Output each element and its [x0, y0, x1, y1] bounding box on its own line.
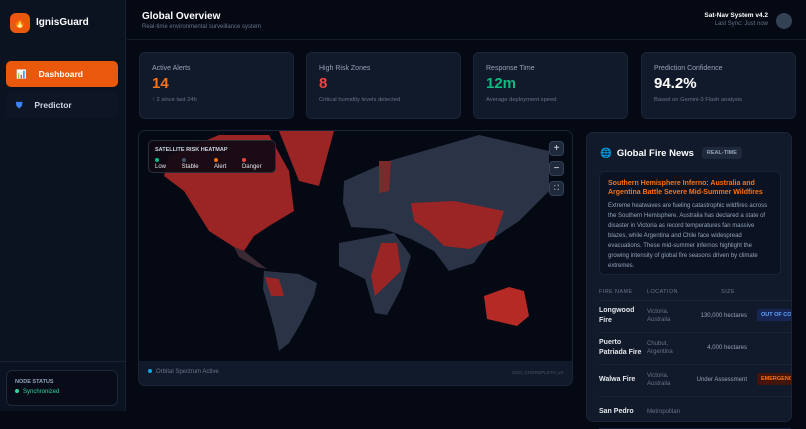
stat-card-prediction-confidence: Prediction Confidence 94.2% Based on Gem… [641, 52, 796, 119]
stat-label: Active Alerts [152, 65, 191, 72]
flame-logo-icon: 🔥 [10, 13, 30, 33]
region-greenland[interactable] [279, 131, 334, 186]
node-status-panel: NODE STATUS Synchronized [6, 370, 118, 406]
news-title: Global Fire News [616, 147, 694, 159]
fire-size: Under Assessment [687, 364, 757, 397]
article-body: Extreme heatwaves are fueling catastroph… [608, 203, 768, 269]
fire-location: Victoria, Australia [647, 300, 687, 333]
region-peru[interactable] [265, 277, 284, 296]
news-panel: 🌐 Global Fire News REAL-TIME Southern He… [586, 132, 792, 429]
fire-size: 4,000 hectares [687, 332, 757, 365]
stat-note: Based on Gemini-3 Flash analysis [654, 97, 742, 103]
divider [0, 361, 126, 362]
system-info: Sat-Nav System v4.2 Last Sync: Just now [704, 12, 768, 27]
stat-note: Average deployment speed [486, 97, 557, 103]
fire-table: FIRE NAME LOCATION SIZE Longwood Fire Vi… [599, 285, 791, 429]
stat-card-active-alerts: Active Alerts 14 ↑ 2 since last 24h [139, 52, 294, 119]
sidebar-item-label: Dashboard [38, 69, 83, 79]
table-row[interactable]: Walwa Fire Victoria, Australia Under Ass… [599, 364, 791, 397]
stat-label: High Risk Zones [319, 65, 371, 72]
world-map-svg [164, 131, 549, 351]
fire-size: 130,000 hectares [687, 300, 757, 333]
zoom-in-button[interactable]: + [549, 141, 564, 156]
stat-label: Prediction Confidence [654, 65, 723, 72]
fire-name: Walwa Fire [599, 364, 647, 397]
region-australia[interactable] [484, 287, 529, 326]
stat-note: Critical humidity levels detected [319, 97, 401, 103]
stat-label: Response Time [486, 65, 535, 72]
fire-name: San Pedro [599, 396, 647, 429]
sidebar: 🔥 IgnisGuard 📊 Dashboard ⛊ Predictor NOD… [0, 0, 126, 411]
sidebar-item-dashboard[interactable]: 📊 Dashboard [6, 61, 118, 87]
legend-item-stable: Stable [181, 158, 206, 170]
node-status-text: Synchronized [23, 389, 60, 395]
system-name: Sat-Nav System v4.2 [704, 12, 768, 19]
page-subtitle: Real-time environmental surveillance sys… [142, 24, 262, 30]
status-dot-icon [15, 389, 19, 394]
legend-item-alert: Alert [214, 158, 234, 170]
fire-location: Metropolitan [647, 396, 687, 429]
news-header: 🌐 Global Fire News REAL-TIME [600, 147, 742, 159]
fullscreen-button[interactable]: ⛶ [549, 181, 564, 196]
app-name: IgnisGuard [36, 17, 89, 28]
stat-note: ↑ 2 since last 24h [152, 97, 197, 103]
page-title: Global Overview [142, 11, 221, 22]
status-dot-icon [148, 369, 152, 374]
status-badge: EMERGENCY [757, 373, 791, 385]
region-scandinavia[interactable] [379, 161, 391, 193]
zoom-out-button[interactable]: − [549, 161, 564, 176]
column-header-size: SIZE [687, 285, 757, 301]
bar-chart-icon: 📊 [16, 68, 27, 79]
region-china-central-asia[interactable] [411, 201, 504, 249]
shield-icon: ⛊ [16, 99, 23, 110]
column-header-name: FIRE NAME [599, 285, 647, 301]
legend-title: SATELLITE RISK HEATMAP [155, 147, 228, 153]
realtime-badge: REAL-TIME [701, 147, 742, 159]
fire-name: Longwood Fire [599, 300, 647, 333]
region-africa-hotspots[interactable] [371, 243, 401, 296]
stat-card-response-time: Response Time 12m Average deployment spe… [473, 52, 628, 119]
header: Global Overview Real-time environmental … [127, 0, 806, 40]
table-row[interactable]: Puerto Patriada Fire Chubut, Argentina 4… [599, 332, 791, 365]
map-tag: GEO_CHOROPLETH_v4 [511, 369, 563, 375]
world-map[interactable] [139, 131, 572, 361]
globe-icon: 🌐 [600, 147, 612, 159]
stat-value: 94.2% [654, 75, 697, 92]
legend-item-danger: Danger [241, 158, 269, 170]
fire-name: Puerto Patriada Fire [599, 332, 647, 365]
fire-location: Chubut, Argentina [647, 332, 687, 365]
stat-value: 14 [152, 75, 169, 92]
map-footer: Orbital Spectrum Active GEO_CHOROPLETH_v… [139, 359, 572, 385]
map-legend: SATELLITE RISK HEATMAP Low Stable Alert … [148, 140, 276, 173]
status-badge: OUT OF CONTROL [757, 309, 791, 321]
column-header-location: LOCATION [647, 285, 687, 301]
article-headline[interactable]: Southern Hemisphere Inferno: Australia a… [608, 180, 763, 196]
node-status-value: Synchronized [15, 389, 109, 395]
table-row[interactable]: Longwood Fire Victoria, Australia 130,00… [599, 300, 791, 333]
last-sync: Last Sync: Just now [714, 21, 768, 27]
stat-value: 12m [486, 75, 517, 92]
expand-icon: ⛶ [554, 184, 559, 192]
risk-map-panel: SATELLITE RISK HEATMAP Low Stable Alert … [138, 130, 573, 386]
region-central-america[interactable] [234, 247, 267, 269]
sidebar-item-label: Predictor [34, 100, 72, 110]
table-row[interactable]: San Pedro Metropolitan [599, 396, 791, 429]
sidebar-item-predictor[interactable]: ⛊ Predictor [6, 92, 118, 118]
news-article[interactable]: Southern Hemisphere Inferno: Australia a… [599, 171, 781, 275]
map-status: Orbital Spectrum Active [148, 369, 219, 375]
legend-item-low: Low [155, 158, 174, 170]
stat-card-high-risk-zones: High Risk Zones 8 Critical humidity leve… [306, 52, 461, 119]
node-status-title: NODE STATUS [15, 379, 54, 385]
stat-value: 8 [319, 75, 328, 92]
avatar[interactable] [776, 13, 792, 29]
fire-location: Victoria, Australia [647, 364, 687, 397]
